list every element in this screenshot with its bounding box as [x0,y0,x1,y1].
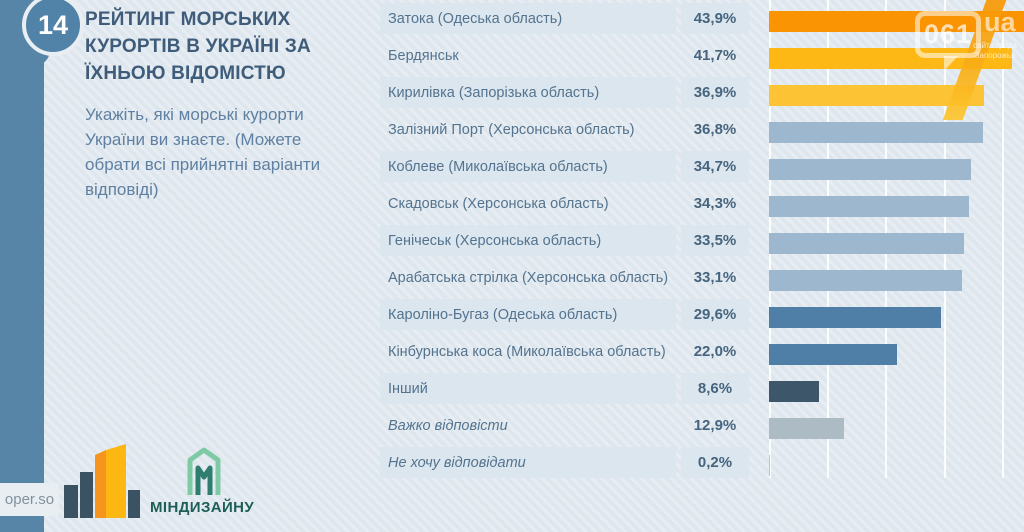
table-row: Не хочу відповідати 0,2% [380,447,749,478]
bar [769,455,771,476]
table-row: Скадовськ (Херсонська область) 34,3% [380,188,749,219]
slide-number-badge: 14 [22,0,84,56]
bar [769,307,942,328]
table-row: Затока (Одеська область) 43,9% [380,3,749,34]
resort-label: Арабатська стрілка (Херсонська область) [388,269,669,286]
resort-percent: 12,9% [693,417,737,434]
bar [769,48,1012,69]
bar [769,196,969,217]
mindesign-logo-text: МІНДИЗАЙНУ [150,499,255,516]
resort-label: Кирилівка (Запорізька область) [380,77,676,108]
resort-label: Кароліно-Бугаз (Одеська область) [380,299,676,330]
resort-percent: 0,2% [681,447,749,478]
bar [769,418,845,439]
resort-percent: 33,1% [693,269,737,286]
resort-label: Кінбурнська коса (Миколаївська область) [388,343,666,360]
resort-label: Затока (Одеська область) [380,3,676,34]
bar [769,381,820,402]
resort-label: Коблеве (Миколаївська область) [380,151,676,182]
source-site-tab: oper.so [0,483,59,516]
bar-chart [769,0,1024,478]
resort-percent: 43,9% [681,3,749,34]
bar [769,85,984,106]
resort-percent: 34,3% [693,195,737,212]
resort-label: Важко відповісти [388,417,508,434]
table-row: Бердянськ 41,7% [380,40,749,71]
left-accent-strip [0,0,44,532]
slide-number: 14 [37,9,69,40]
source-site-label: oper.so [4,491,55,508]
resort-label: Бердянськ [388,47,459,64]
bar [769,11,1024,32]
resort-table: Затока (Одеська область) 43,9% Бердянськ 41… [380,0,750,532]
table-row: Арабатська стрілка (Херсонська область) 3… [380,262,749,293]
gridline [1002,0,1004,478]
resort-label: Залізний Порт (Херсонська область) [388,121,635,138]
resort-percent: 36,9% [681,77,749,108]
resort-percent: 36,8% [693,121,737,138]
resort-percent: 33,5% [681,225,749,256]
survey-question: Укажіть, які морські курорти України ви … [85,105,321,199]
bar [769,122,984,143]
table-row: Кирилівка (Запорізька область) 36,9% [380,77,749,108]
bar [769,159,971,180]
resort-percent: 22,0% [693,343,737,360]
table-row: Інший 8,6% [380,373,749,404]
resort-label: Інший [380,373,676,404]
resort-percent: 8,6% [681,373,749,404]
bar [769,344,898,365]
resort-percent: 34,7% [681,151,749,182]
resort-percent: 41,7% [693,47,737,64]
table-row: Коблеве (Миколаївська область) 34,7% [380,151,749,182]
table-row: Залізний Порт (Херсонська область) 36,8% [380,114,749,145]
bar [769,270,962,291]
page-title: РЕЙТИНГ МОРСЬКИХ КУРОРТІВ В УКРАЇНІ ЗА Ї… [85,9,311,84]
table-row: Кароліно-Бугаз (Одеська область) 29,6% [380,299,749,330]
buildings-logo-icon [64,444,140,518]
mindesign-logo-icon [187,447,221,495]
resort-percent: 29,6% [681,299,749,330]
table-row: Кінбурнська коса (Миколаївська область) 2… [380,336,749,367]
table-row: Важко відповісти 12,9% [380,410,749,441]
resort-label: Не хочу відповідати [380,447,676,478]
table-row: Генічеськ (Херсонська область) 33,5% [380,225,749,256]
resort-label: Генічеськ (Херсонська область) [380,225,676,256]
resort-label: Скадовськ (Херсонська область) [388,195,609,212]
bar [769,233,964,254]
